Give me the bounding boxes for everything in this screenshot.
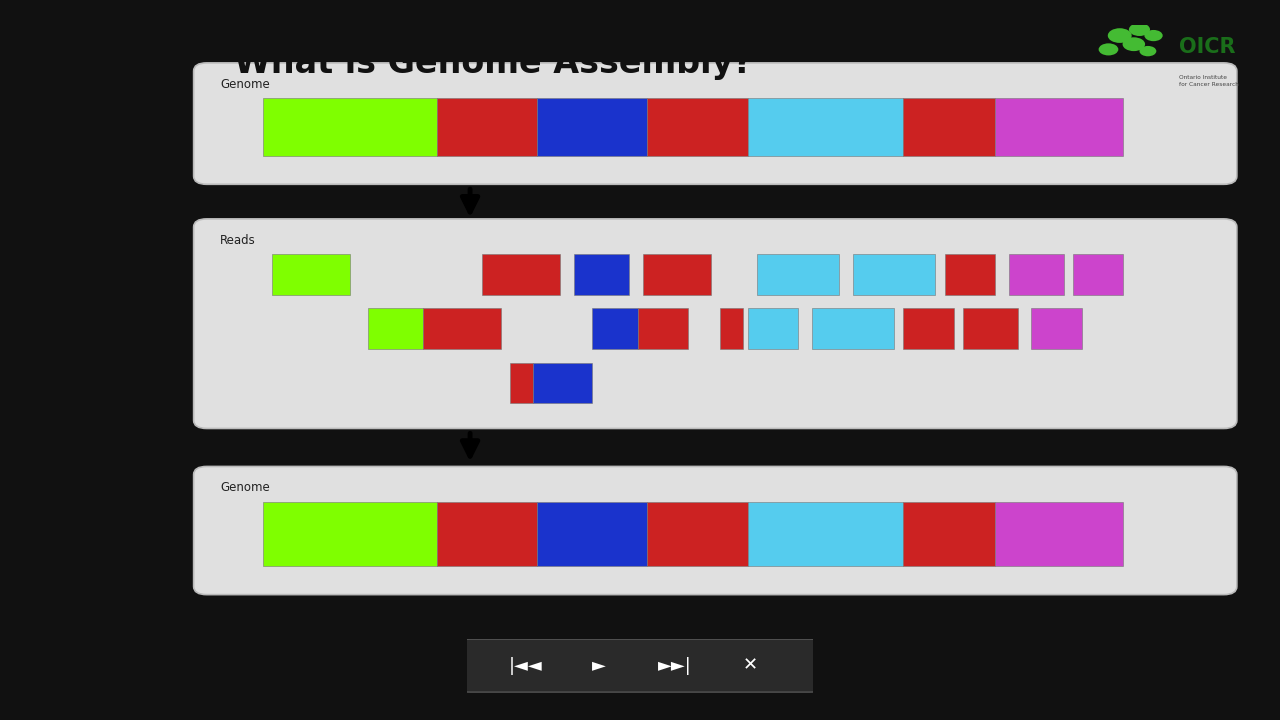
Bar [748,98,904,156]
Text: ►►|: ►►| [658,657,691,675]
Bar [648,502,748,566]
Bar [1009,254,1064,295]
Bar [367,308,422,349]
Bar [748,308,799,349]
Circle shape [1107,28,1132,43]
Bar [648,98,748,156]
Bar [904,502,995,566]
Text: Genome: Genome [220,78,270,91]
Bar [538,98,648,156]
FancyBboxPatch shape [457,639,823,692]
Bar [963,308,1018,349]
Bar [995,98,1123,156]
Text: ►: ► [591,657,605,675]
Text: Reads: Reads [220,234,256,247]
Bar [852,254,936,295]
Text: ✕: ✕ [742,657,758,675]
Bar [643,254,712,295]
Bar [812,308,895,349]
Circle shape [1123,37,1146,51]
Text: |◄◄: |◄◄ [509,657,543,675]
Circle shape [1139,46,1156,56]
Bar [1032,308,1082,349]
Text: Sequencing: Sequencing [575,190,730,216]
Circle shape [1129,23,1149,36]
FancyBboxPatch shape [193,467,1236,595]
Bar [538,502,648,566]
Bar [509,363,532,403]
FancyBboxPatch shape [193,63,1236,184]
Bar [904,308,954,349]
Circle shape [1144,30,1162,41]
Bar [262,502,436,566]
Bar [271,254,349,295]
Bar [721,308,744,349]
Bar [756,254,840,295]
Text: Ontario Institute
for Cancer Research: Ontario Institute for Cancer Research [1179,76,1239,86]
Text: OICR: OICR [1179,37,1235,57]
Bar [904,98,995,156]
Bar [995,502,1123,566]
Bar [262,98,436,156]
Bar [593,308,637,349]
Bar [422,308,500,349]
Bar [483,254,561,295]
FancyBboxPatch shape [193,219,1236,428]
Bar [436,502,538,566]
Bar [436,98,538,156]
Text: Genome: Genome [220,482,270,495]
Bar [748,502,904,566]
Bar [637,308,689,349]
Bar [1073,254,1123,295]
Text: What is Genome Assembly?: What is Genome Assembly? [234,48,753,81]
Text: Assembly: Assembly [575,434,701,461]
Bar [532,363,593,403]
Circle shape [1098,43,1119,55]
Bar [945,254,995,295]
Bar [573,254,628,295]
